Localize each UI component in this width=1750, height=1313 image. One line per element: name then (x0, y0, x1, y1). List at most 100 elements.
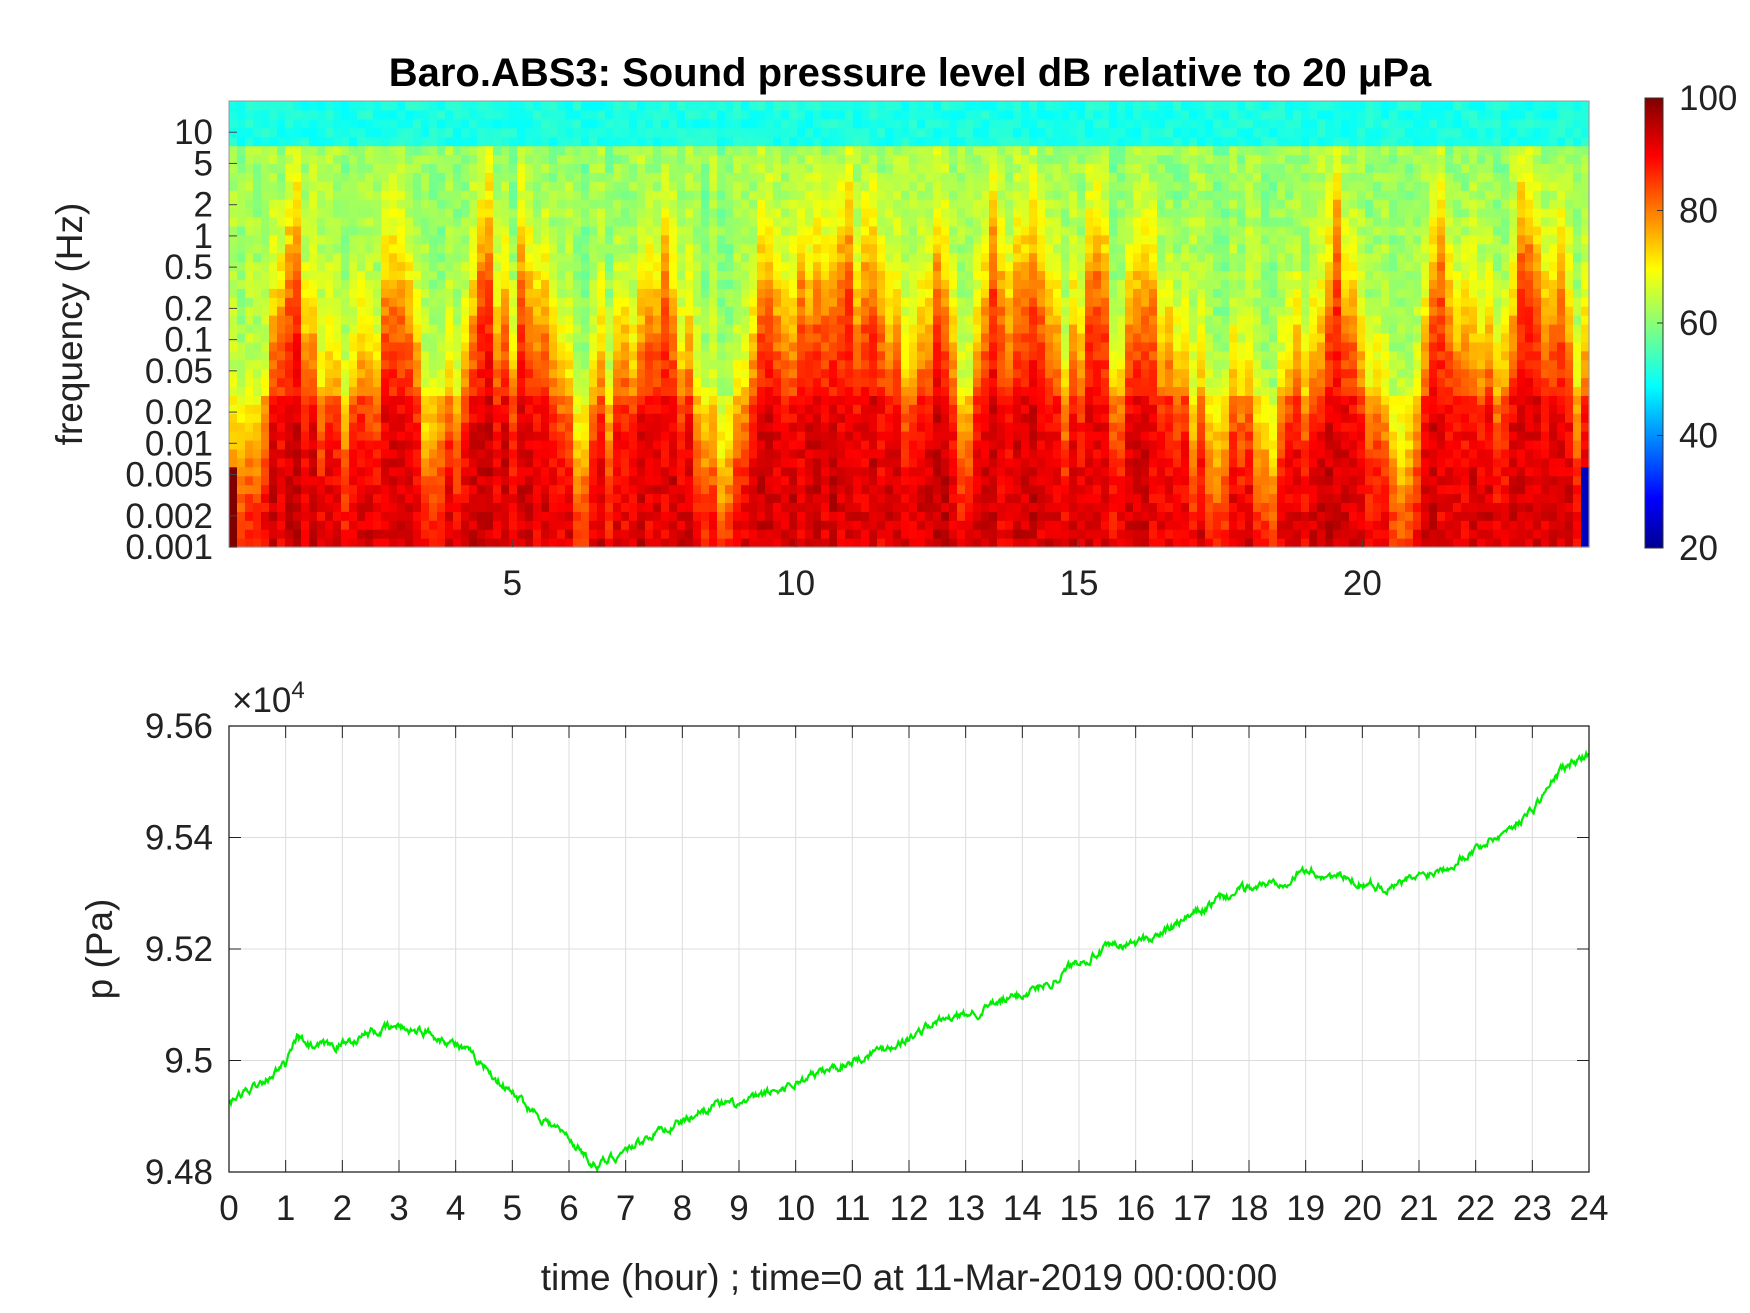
heatmap-cell (645, 225, 654, 236)
heatmap-cell (949, 404, 958, 414)
heatmap-cell (725, 413, 734, 423)
heatmap-cell (413, 520, 422, 530)
heatmap-cell (381, 279, 390, 289)
heatmap-cell (869, 315, 878, 325)
heatmap-cell (429, 181, 438, 191)
heatmap-cell (373, 502, 382, 512)
heatmap-cell (365, 288, 374, 298)
heatmap-cell (989, 466, 998, 477)
heatmap-cell (741, 502, 750, 512)
heatmap-cell (1013, 243, 1022, 254)
heatmap-cell (981, 261, 990, 272)
heatmap-cell (693, 101, 702, 111)
heatmap-cell (861, 225, 870, 236)
heatmap-cell (661, 324, 670, 334)
heatmap-cell (517, 252, 526, 263)
heatmap-cell (421, 145, 430, 156)
heatmap-cell (253, 315, 262, 325)
heatmap-cell (645, 439, 654, 450)
heatmap-cell (941, 216, 950, 227)
heatmap-cell (429, 190, 438, 200)
heatmap-cell (429, 101, 438, 111)
heatmap-cell (693, 386, 702, 396)
heatmap-cell (869, 395, 878, 405)
heatmap-cell (733, 502, 742, 512)
heatmap-cell (461, 101, 470, 111)
heatmap-cell (661, 181, 670, 191)
heatmap-cell (909, 457, 918, 468)
heatmap-cell (325, 413, 334, 423)
heatmap-cell (917, 484, 926, 495)
heatmap-cell (645, 386, 654, 396)
heatmap-cell (373, 484, 382, 495)
heatmap-cell (389, 466, 398, 477)
heatmap-cell (645, 475, 654, 486)
heatmap-cell (821, 163, 830, 173)
heatmap-cell (749, 315, 758, 325)
heatmap-cell (629, 181, 638, 191)
heatmap-cell (461, 457, 470, 468)
heatmap-cell (901, 216, 910, 227)
heatmap-cell (461, 448, 470, 459)
heatmap-cell (1013, 181, 1022, 191)
heatmap-cell (517, 324, 526, 334)
heatmap-cell (301, 413, 310, 423)
heatmap-cell (309, 502, 318, 512)
heatmap-cell (493, 145, 502, 156)
heatmap-cell (653, 332, 662, 343)
heatmap-cell (789, 404, 798, 414)
heatmap-cell (461, 413, 470, 423)
heatmap-cell (693, 422, 702, 432)
heatmap-cell (909, 297, 918, 307)
heatmap-cell (805, 502, 814, 512)
heatmap-cell (917, 324, 926, 334)
heatmap-cell (741, 199, 750, 209)
heatmap-cell (573, 145, 582, 156)
heatmap-cell (917, 101, 926, 111)
heatmap-cell (653, 163, 662, 173)
heatmap-cell (965, 359, 974, 370)
heatmap-cell (373, 324, 382, 334)
heatmap-cell (613, 181, 622, 191)
heatmap-cell (653, 118, 662, 129)
heatmap-cell (237, 511, 246, 521)
heatmap-cell (805, 332, 814, 343)
heatmap-cell (341, 252, 350, 263)
heatmap-cell (269, 395, 278, 405)
heatmap-cell (261, 324, 270, 334)
heatmap-cell (269, 306, 278, 316)
heatmap-cell (237, 163, 246, 173)
heatmap-cell (837, 216, 846, 227)
heatmap-cell (893, 252, 902, 263)
heatmap-cell (837, 422, 846, 432)
heatmap-cell (829, 163, 838, 173)
heatmap-cell (269, 154, 278, 165)
heatmap-cell (309, 422, 318, 432)
heatmap-cell (885, 136, 894, 147)
heatmap-cell (317, 181, 326, 191)
heatmap-cell (989, 457, 998, 468)
heatmap-cell (277, 422, 286, 432)
heatmap-cell (509, 279, 518, 289)
heatmap-cell (621, 288, 630, 298)
heatmap-cell (773, 422, 782, 432)
heatmap-cell (413, 216, 422, 227)
heatmap-cell (685, 234, 694, 245)
heatmap-cell (349, 252, 358, 263)
heatmap-cell (357, 538, 366, 548)
heatmap-cell (613, 538, 622, 548)
heatmap-cell (229, 216, 238, 227)
heatmap-cell (765, 538, 774, 548)
heatmap-cell (893, 270, 902, 280)
heatmap-cell (605, 466, 614, 477)
heatmap-cell (373, 413, 382, 423)
heatmap-cell (469, 243, 478, 254)
heatmap-cell (773, 225, 782, 236)
heatmap-cell (461, 172, 470, 182)
heatmap-cell (493, 520, 502, 530)
heatmap-cell (853, 439, 862, 450)
heatmap-cell (861, 208, 870, 218)
heatmap-cell (965, 145, 974, 156)
heatmap-cell (949, 118, 958, 129)
heatmap-cell (485, 422, 494, 432)
